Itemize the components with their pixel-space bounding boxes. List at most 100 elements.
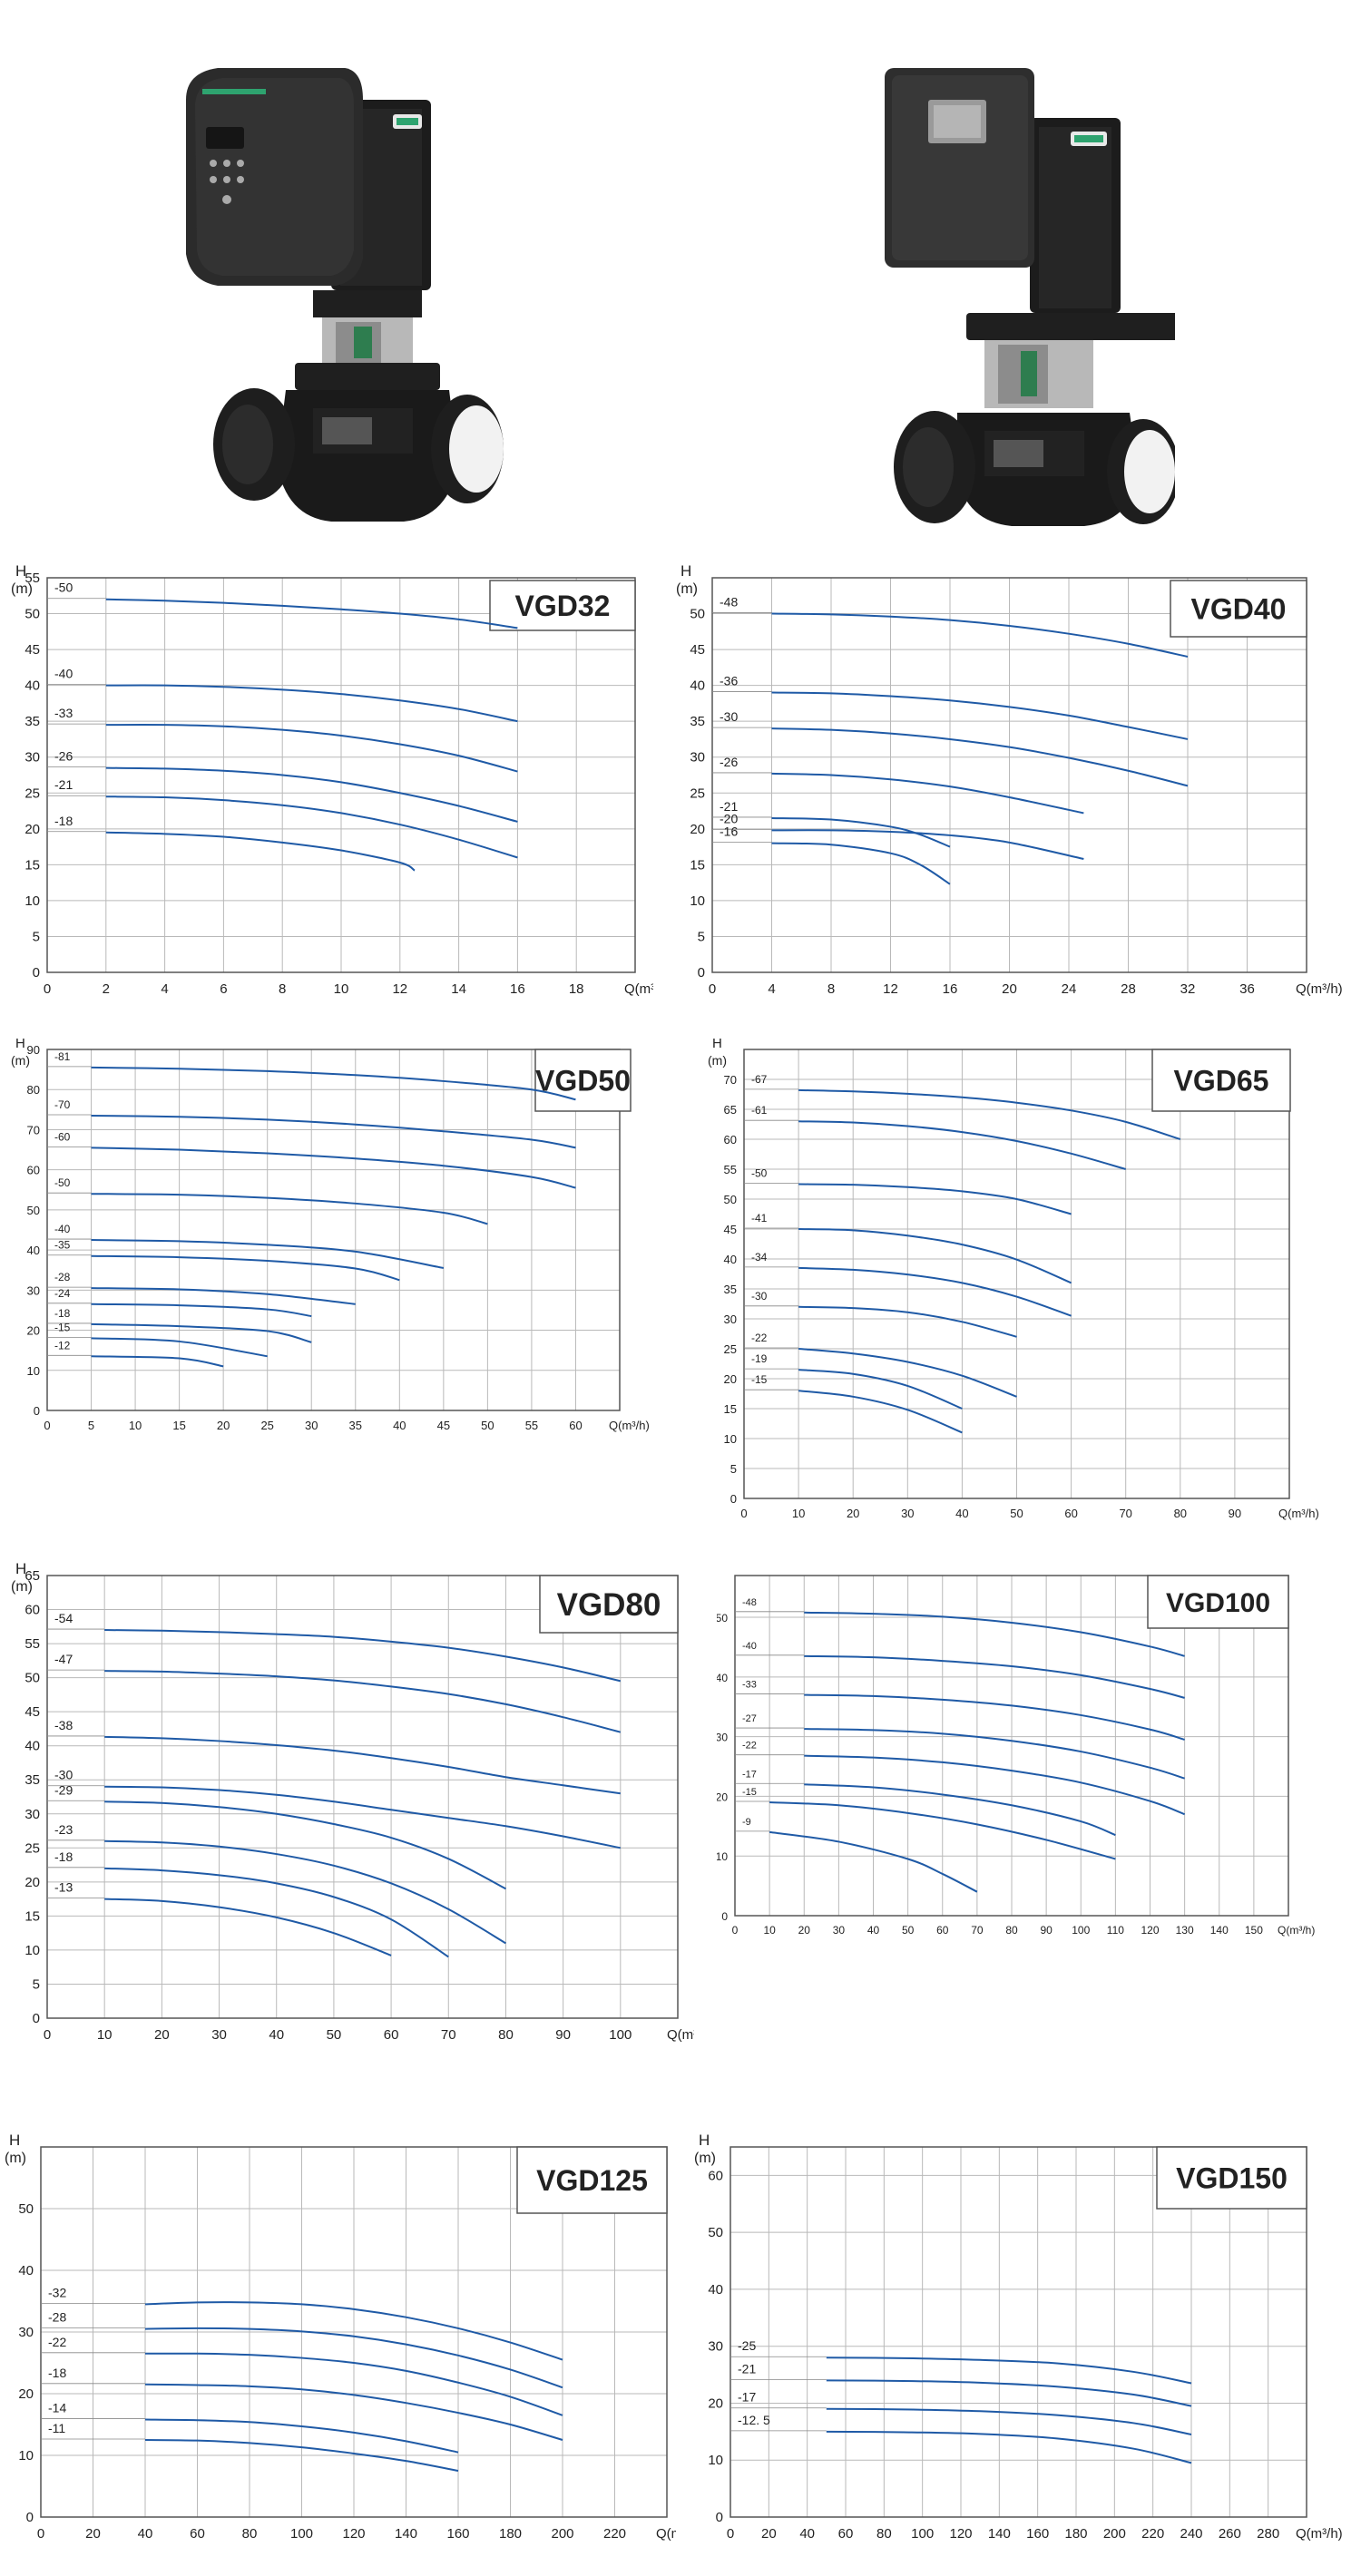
y-tick-label: 40 (690, 678, 705, 694)
y-tick-label: 25 (690, 785, 705, 801)
x-tick-label: 30 (305, 1419, 318, 1432)
series-label: -28 (48, 2310, 66, 2325)
x-tick-label: 20 (1002, 981, 1017, 997)
x-tick-label: 12 (883, 981, 898, 997)
series-line (771, 612, 1189, 658)
x-tick-label: 240 (1180, 2526, 1202, 2542)
y-tick-label: 60 (724, 1133, 737, 1147)
series-label: -61 (751, 1104, 768, 1117)
x-tick-label: 280 (1257, 2526, 1279, 2542)
x-tick-label: 50 (481, 1419, 494, 1432)
x-tick-label: 10 (763, 1924, 776, 1937)
series-line (804, 1754, 1185, 1816)
x-tick-label: 120 (949, 2526, 972, 2542)
x-tick-label: 70 (1119, 1507, 1131, 1520)
y-tick-label: 10 (27, 1364, 40, 1378)
x-tick-label: 40 (138, 2526, 153, 2542)
series-label: -23 (54, 1822, 73, 1837)
chart-vgd50: 0 5 10 15 20 25 30 35 40 45 50 55 60 0 10 20 30 40 50 60 70 8… (11, 1036, 650, 1432)
series-label: -25 (738, 2338, 756, 2353)
x-tick-label: 0 (44, 981, 51, 997)
series-line (144, 2418, 459, 2454)
series-line (771, 816, 951, 848)
y-tick-label: 0 (716, 2510, 723, 2525)
x-tick-label: 80 (242, 2526, 258, 2542)
x-tick-label: 120 (342, 2526, 365, 2542)
series-line (91, 1193, 488, 1225)
x-tick-label: 20 (847, 1507, 859, 1520)
x-tick-label: 32 (1180, 981, 1196, 997)
x-tick-label: 0 (44, 1419, 50, 1432)
series-label: -17 (738, 2390, 756, 2405)
x-tick-label: 60 (1064, 1507, 1077, 1520)
y-axis-unit: (m) (708, 1053, 727, 1068)
y-tick-label: 40 (24, 1739, 40, 1754)
y-axis-unit: (m) (676, 581, 698, 597)
series-line (826, 2356, 1192, 2385)
chart-vgd125: 0 20 40 60 80 100 120 140 160 180 200 220 0 10 20 30 40 5… (5, 2132, 676, 2542)
plot-frame (743, 1049, 1290, 1499)
chart-vgd150: 0 20 40 60 80 100 120 140 160 180 200 220 240 260 280 0… (694, 2132, 1343, 2542)
x-tick-label: 28 (1121, 981, 1136, 997)
x-tick-label: 40 (955, 1507, 968, 1520)
chart-vgd100: 0 10 20 30 40 50 60 70 80 90 100 110 120 130 140 150 0 10… (717, 1575, 1315, 1937)
series-line (798, 1348, 1017, 1398)
series-label: -26 (720, 755, 738, 769)
x-tick-label: 40 (269, 2027, 284, 2043)
y-tick-label: 30 (708, 2339, 723, 2355)
series-label: -70 (54, 1098, 71, 1111)
y-axis-label: H (712, 1036, 722, 1051)
y-tick-label: 50 (27, 1204, 40, 1217)
y-tick-label: 55 (24, 571, 40, 586)
x-tick-label: 180 (499, 2526, 522, 2542)
x-tick-label: 4 (161, 981, 168, 997)
title-box (1156, 2146, 1307, 2210)
x-tick-label: 140 (1210, 1924, 1229, 1937)
y-tick-label: 0 (730, 1492, 737, 1506)
y-tick-label: 20 (27, 1324, 40, 1338)
series-label: -34 (751, 1251, 768, 1264)
x-tick-label: 30 (833, 1924, 846, 1937)
plot-frame (46, 577, 636, 973)
chart-title: VGD65 (1174, 1065, 1269, 1098)
x-tick-label: 90 (555, 2027, 571, 2043)
x-tick-label: 5 (88, 1419, 94, 1432)
x-tick-label: 0 (44, 2027, 51, 2043)
x-tick-label: 10 (792, 1507, 805, 1520)
series-label: -28 (54, 1271, 71, 1283)
y-tick-label: 45 (24, 642, 40, 658)
series-line (105, 684, 518, 723)
y-axis-label: H (680, 562, 691, 580)
series-label: -22 (48, 2335, 66, 2349)
series-line (798, 1390, 963, 1434)
chart-title: VGD50 (535, 1065, 631, 1098)
series-line (826, 2430, 1192, 2464)
x-tick-label: 36 (1239, 981, 1255, 997)
y-tick-label: 20 (717, 1791, 728, 1803)
x-axis-label: Q(m³/h) (609, 1419, 650, 1432)
x-tick-label: 100 (609, 2027, 632, 2043)
series-label: -60 (54, 1130, 71, 1143)
series-label: -30 (720, 709, 738, 724)
x-axis-label: Q(m³/h) (667, 2027, 694, 2043)
x-tick-label: 10 (129, 1419, 142, 1432)
y-tick-label: 0 (33, 2011, 40, 2026)
series-line (769, 1801, 1116, 1860)
y-tick-label: 45 (724, 1223, 737, 1236)
series-line (144, 2301, 563, 2361)
series-label: -27 (742, 1713, 757, 1724)
y-tick-label: 10 (18, 2448, 34, 2464)
x-tick-label: 100 (290, 2526, 313, 2542)
title-box (539, 1575, 679, 1634)
x-tick-label: 16 (510, 981, 525, 997)
chart-vgd80: 0 10 20 30 40 50 60 70 80 90 100 0 5 10 15 20 25 30 35 40 45… (11, 1560, 694, 2043)
y-tick-label: 70 (27, 1123, 40, 1137)
series-label: -32 (48, 2285, 66, 2299)
y-axis-label: H (15, 1560, 26, 1577)
chart-title: VGD125 (536, 2164, 648, 2197)
y-axis-unit: (m) (11, 581, 33, 597)
chart-vgd65: 0 10 20 30 40 50 60 70 80 90 0 5 10 15 20 25 30 35 40 45 50 5… (708, 1036, 1319, 1520)
x-tick-label: 16 (943, 981, 958, 997)
x-tick-label: 0 (727, 2526, 734, 2542)
y-tick-label: 40 (18, 2263, 34, 2278)
